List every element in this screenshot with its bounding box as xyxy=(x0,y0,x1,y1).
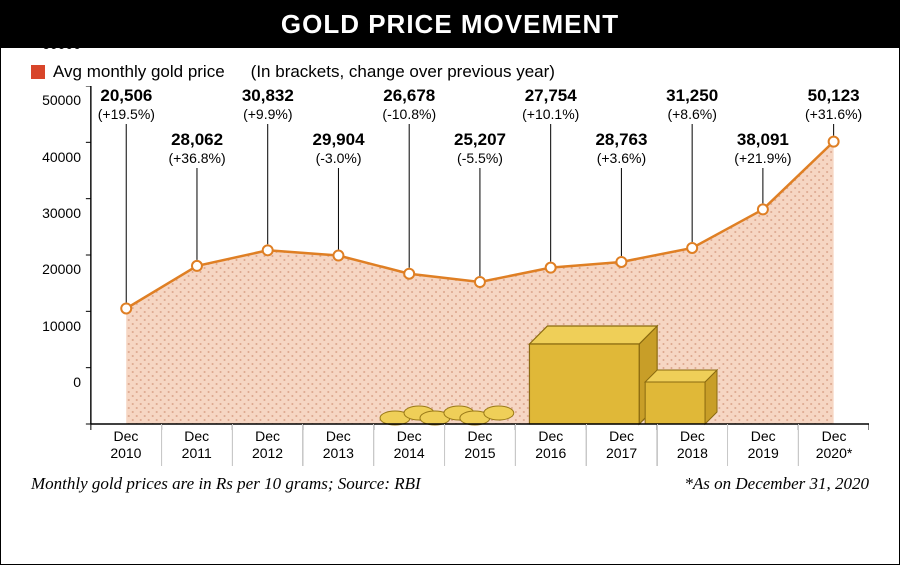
legend-row: Avg monthly gold price (In brackets, cha… xyxy=(1,48,899,86)
callout-change: (-10.8%) xyxy=(382,106,436,122)
x-tick-label: Dec2020* xyxy=(798,424,869,466)
callout-change: (-3.0%) xyxy=(316,150,362,166)
callout-change: (+9.9%) xyxy=(243,106,292,122)
chart-title: GOLD PRICE MOVEMENT xyxy=(1,9,899,40)
x-tick-label: Dec2010 xyxy=(91,424,161,466)
x-axis-labels: Dec2010Dec2011Dec2012Dec2013Dec2014Dec20… xyxy=(91,424,869,466)
callout-price: 50,123 xyxy=(808,86,860,106)
footnote-source: Monthly gold prices are in Rs per 10 gra… xyxy=(31,474,421,494)
data-callout: 28,763(+3.6%) xyxy=(586,130,657,166)
callout-price: 26,678 xyxy=(383,86,435,106)
callout-change: (+10.1%) xyxy=(522,106,579,122)
callout-price: 28,763 xyxy=(595,130,647,150)
footnote-row: Monthly gold prices are in Rs per 10 gra… xyxy=(1,466,899,494)
data-callout: 26,678(-10.8%) xyxy=(374,86,445,122)
x-tick-label: Dec2014 xyxy=(373,424,444,466)
data-callout: 20,506(+19.5%) xyxy=(91,86,162,122)
footnote-asterisk: *As on December 31, 2020 xyxy=(684,474,869,494)
legend-note: (In brackets, change over previous year) xyxy=(251,62,555,82)
x-tick-label: Dec2019 xyxy=(727,424,798,466)
legend-swatch xyxy=(31,65,45,79)
data-callout: 29,904(-3.0%) xyxy=(303,130,374,166)
callout-change: (+19.5%) xyxy=(98,106,155,122)
x-tick-label: Dec2016 xyxy=(515,424,586,466)
y-tick-label: 60000 xyxy=(42,36,81,52)
callout-price: 20,506 xyxy=(100,86,152,106)
x-tick-label: Dec2015 xyxy=(444,424,515,466)
callouts-layer: 20,506(+19.5%)28,062(+36.8%)30,832(+9.9%… xyxy=(91,86,869,424)
data-callout: 27,754(+10.1%) xyxy=(515,86,586,122)
callout-price: 25,207 xyxy=(454,130,506,150)
callout-price: 28,062 xyxy=(171,130,223,150)
x-tick-label: Dec2011 xyxy=(161,424,232,466)
callout-price: 27,754 xyxy=(525,86,577,106)
legend-label: Avg monthly gold price xyxy=(53,62,225,82)
callout-change: (+8.6%) xyxy=(667,106,716,122)
callout-price: 30,832 xyxy=(242,86,294,106)
data-callout: 50,123(+31.6%) xyxy=(798,86,869,122)
x-tick-label: Dec2012 xyxy=(232,424,303,466)
callout-price: 31,250 xyxy=(666,86,718,106)
callout-change: (+31.6%) xyxy=(805,106,862,122)
data-callout: 28,062(+36.8%) xyxy=(162,130,233,166)
callout-change: (-5.5%) xyxy=(457,150,503,166)
callout-change: (+21.9%) xyxy=(734,150,791,166)
callout-price: 29,904 xyxy=(313,130,365,150)
callout-change: (+36.8%) xyxy=(168,150,225,166)
chart-frame: GOLD PRICE MOVEMENT Avg monthly gold pri… xyxy=(0,0,900,565)
callout-change: (+3.6%) xyxy=(597,150,646,166)
data-callout: 38,091(+21.9%) xyxy=(728,130,799,166)
data-callout: 30,832(+9.9%) xyxy=(232,86,303,122)
data-callout: 25,207(-5.5%) xyxy=(445,130,516,166)
data-callout: 31,250(+8.6%) xyxy=(657,86,728,122)
callout-price: 38,091 xyxy=(737,130,789,150)
x-tick-label: Dec2018 xyxy=(657,424,728,466)
x-tick-label: Dec2013 xyxy=(302,424,373,466)
title-bar: GOLD PRICE MOVEMENT xyxy=(1,1,899,48)
x-tick-label: Dec2017 xyxy=(586,424,657,466)
chart-area: 0100002000030000400005000060000 20,506(+… xyxy=(31,86,869,466)
